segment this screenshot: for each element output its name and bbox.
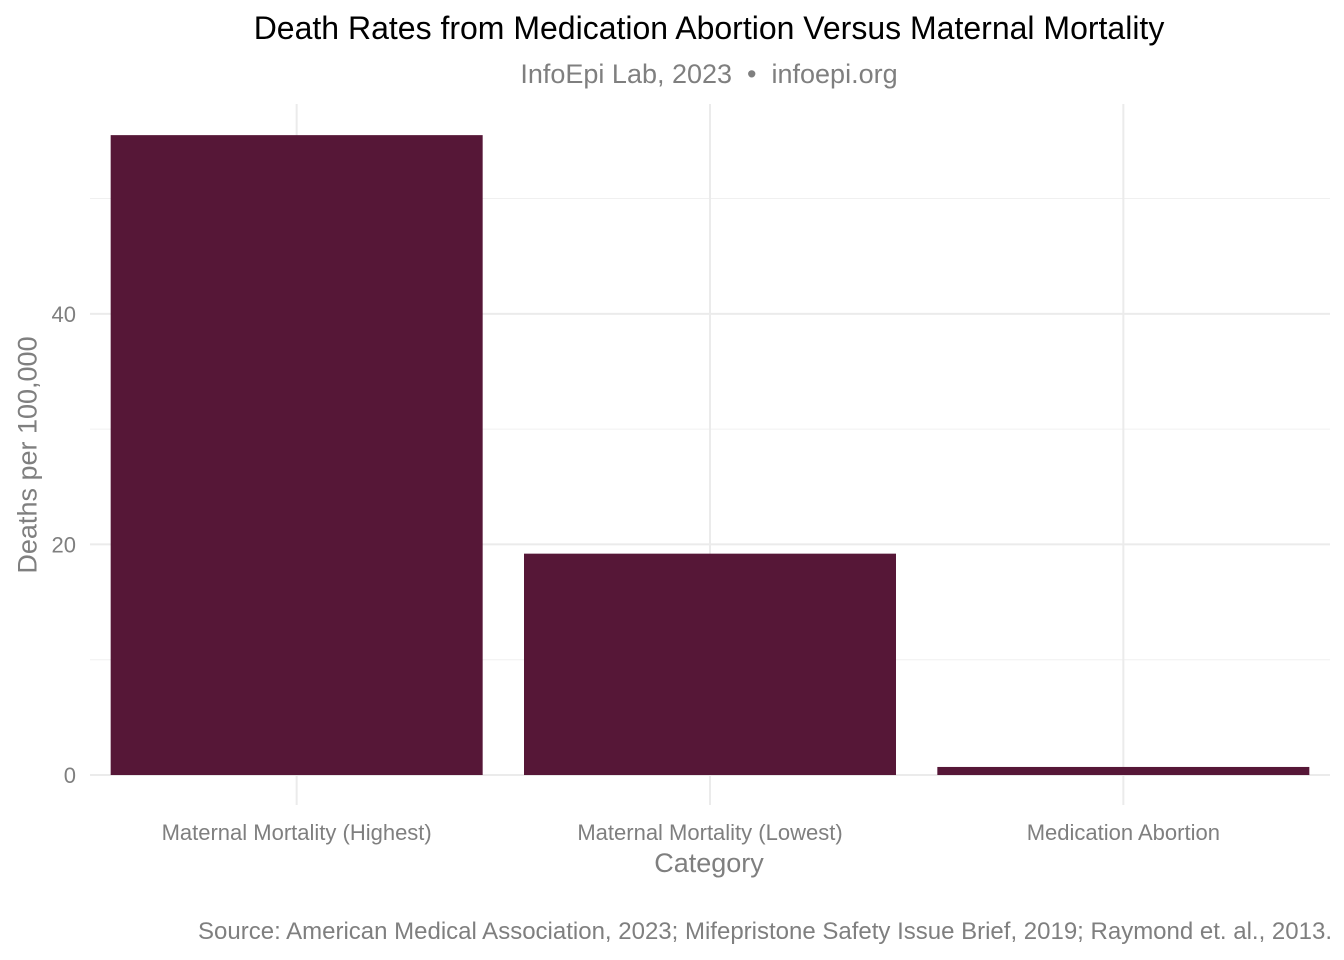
x-tick-label: Medication Abortion (1027, 820, 1220, 845)
y-tick-label: 40 (52, 302, 76, 327)
x-tick-label: Maternal Mortality (Highest) (162, 820, 432, 845)
chart-title: Death Rates from Medication Abortion Ver… (253, 10, 1165, 46)
bar (937, 766, 1310, 776)
x-axis-label: Category (654, 848, 764, 878)
y-axis-label: Deaths per 100,000 (12, 336, 43, 574)
x-tick-label: Maternal Mortality (Lowest) (577, 820, 842, 845)
bar (524, 553, 896, 776)
chart-subtitle: InfoEpi Lab, 2023 • infoepi.org (520, 59, 898, 89)
y-tick-label: 20 (52, 532, 76, 557)
source-caption: Source: American Medical Association, 20… (198, 918, 1332, 945)
y-tick-label: 0 (64, 763, 76, 788)
bar (110, 135, 483, 776)
